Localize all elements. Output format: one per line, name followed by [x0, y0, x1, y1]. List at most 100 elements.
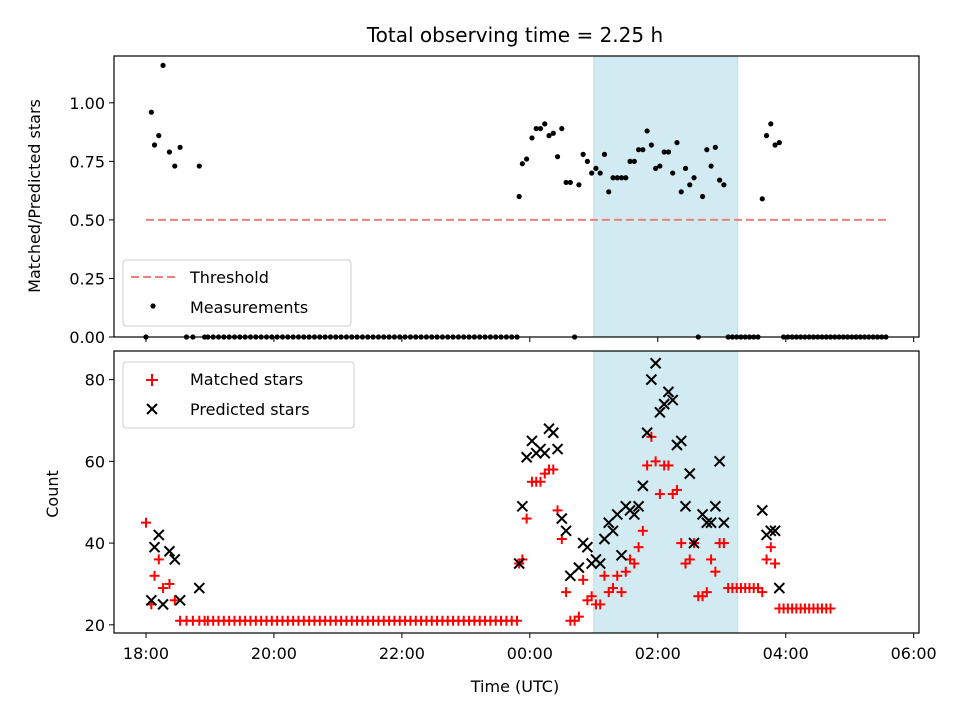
matched-star-point	[710, 566, 721, 577]
top-y-tick-label: 0.75	[69, 152, 105, 171]
predicted-star-point	[645, 373, 658, 386]
measurement-point	[593, 165, 599, 171]
bottom-highlight-span	[593, 350, 739, 634]
matched-star-point	[607, 583, 618, 594]
matched-star-point	[663, 460, 674, 471]
measurement-point	[156, 133, 162, 139]
legend-threshold-label: Threshold	[189, 268, 269, 287]
predicted-star-point	[556, 512, 568, 525]
matched-star-point	[676, 538, 687, 549]
measurement-point	[148, 109, 154, 115]
predicted-star-point	[581, 541, 594, 553]
measurement-point	[665, 149, 672, 155]
predicted-star-point	[654, 406, 666, 419]
predicted-star-point	[756, 504, 768, 517]
measurement-point	[516, 193, 522, 200]
legend-measurements-swatch	[150, 303, 156, 309]
bottom-y-tick-label: 60	[85, 452, 105, 471]
predicted-star-point	[539, 447, 551, 459]
predicted-star-point	[684, 467, 696, 480]
matched-star-point	[535, 476, 546, 487]
bottom-y-tick-label: 80	[85, 371, 105, 390]
predicted-star-point	[193, 582, 206, 594]
measurement-point	[657, 163, 663, 169]
matched-star-point	[718, 538, 729, 549]
measurement-point	[704, 147, 710, 153]
matched-star-point	[757, 587, 768, 598]
measurement-point	[631, 158, 637, 164]
measurement-point	[768, 121, 774, 127]
predicted-star-point	[598, 533, 611, 545]
predicted-star-point	[520, 451, 533, 463]
predicted-star-point	[769, 525, 781, 537]
measurement-point	[542, 121, 548, 127]
predicted-star-point	[607, 525, 619, 537]
measurement-point	[635, 147, 642, 153]
predicted-star-point	[628, 508, 641, 521]
predicted-star-point	[701, 516, 713, 529]
bottom-legend-frame	[122, 361, 355, 429]
measurement-point	[640, 147, 646, 153]
measurement-point	[546, 133, 552, 139]
measurement-point	[151, 142, 158, 148]
legend-predicted-swatch-b	[146, 403, 158, 415]
measurement-point	[567, 179, 573, 186]
predicted-star-point	[174, 594, 186, 607]
predicted-star-point	[603, 516, 615, 529]
predicted-star-point	[163, 545, 176, 557]
predicted-star-point	[679, 500, 692, 513]
x-tick-label: 22:00	[379, 644, 425, 663]
matched-star-point	[164, 578, 175, 589]
top-y-axis-label: Matched/Predicted stars	[25, 99, 44, 293]
predicted-star-point	[611, 508, 623, 521]
matched-star-point	[140, 517, 151, 528]
predicted-star-point	[547, 427, 559, 439]
matched-star-point	[586, 591, 597, 602]
legend-predicted-label: Predicted stars	[190, 400, 310, 419]
legend-matched-label: Matched stars	[190, 370, 303, 389]
measurement-point	[759, 196, 765, 202]
predicted-star-point	[696, 508, 709, 521]
bottom-y-tick-label: 20	[85, 616, 105, 635]
matched-star-point	[578, 574, 589, 585]
bottom-axes-frame	[113, 350, 920, 634]
matched-star-point	[158, 583, 169, 594]
measurement-point	[721, 182, 727, 188]
measurement-point	[674, 140, 680, 146]
measurement-point	[682, 165, 689, 171]
measurement-point	[559, 125, 565, 132]
matched-star-point	[153, 554, 164, 565]
bottom-y-tick-label: 40	[85, 534, 105, 553]
top-legend-frame	[122, 259, 352, 327]
predicted-star-point	[513, 557, 525, 570]
x-tick-label: 06:00	[891, 644, 937, 663]
measurement-point	[699, 193, 706, 200]
measurement-point	[533, 125, 539, 132]
measurement-point	[712, 144, 718, 150]
top-y-tick-label: 0.00	[69, 328, 105, 347]
measurement-point	[627, 158, 633, 164]
measurement-point	[623, 175, 629, 181]
measurement-point	[584, 158, 591, 164]
matched-star-point	[825, 603, 836, 614]
measurement-point	[691, 175, 697, 181]
matched-star-point	[765, 542, 776, 553]
measurement-point	[763, 133, 770, 139]
measurement-point	[618, 175, 625, 181]
measurement-point	[537, 125, 544, 132]
matched-star-point	[701, 587, 712, 598]
measurement-point	[196, 163, 202, 169]
predicted-star-point	[709, 500, 722, 513]
top-highlight-span	[593, 55, 739, 338]
legend-measurements-label: Measurements	[190, 298, 308, 317]
predicted-star-point	[666, 394, 679, 406]
matched-star-point	[629, 558, 640, 569]
predicted-star-point	[658, 398, 670, 410]
measurement-point	[166, 149, 173, 155]
measurement-point	[172, 163, 178, 169]
measurement-point	[776, 140, 782, 146]
measurement-point	[160, 62, 166, 68]
predicted-star-point	[157, 598, 169, 611]
predicted-star-point	[662, 386, 675, 398]
